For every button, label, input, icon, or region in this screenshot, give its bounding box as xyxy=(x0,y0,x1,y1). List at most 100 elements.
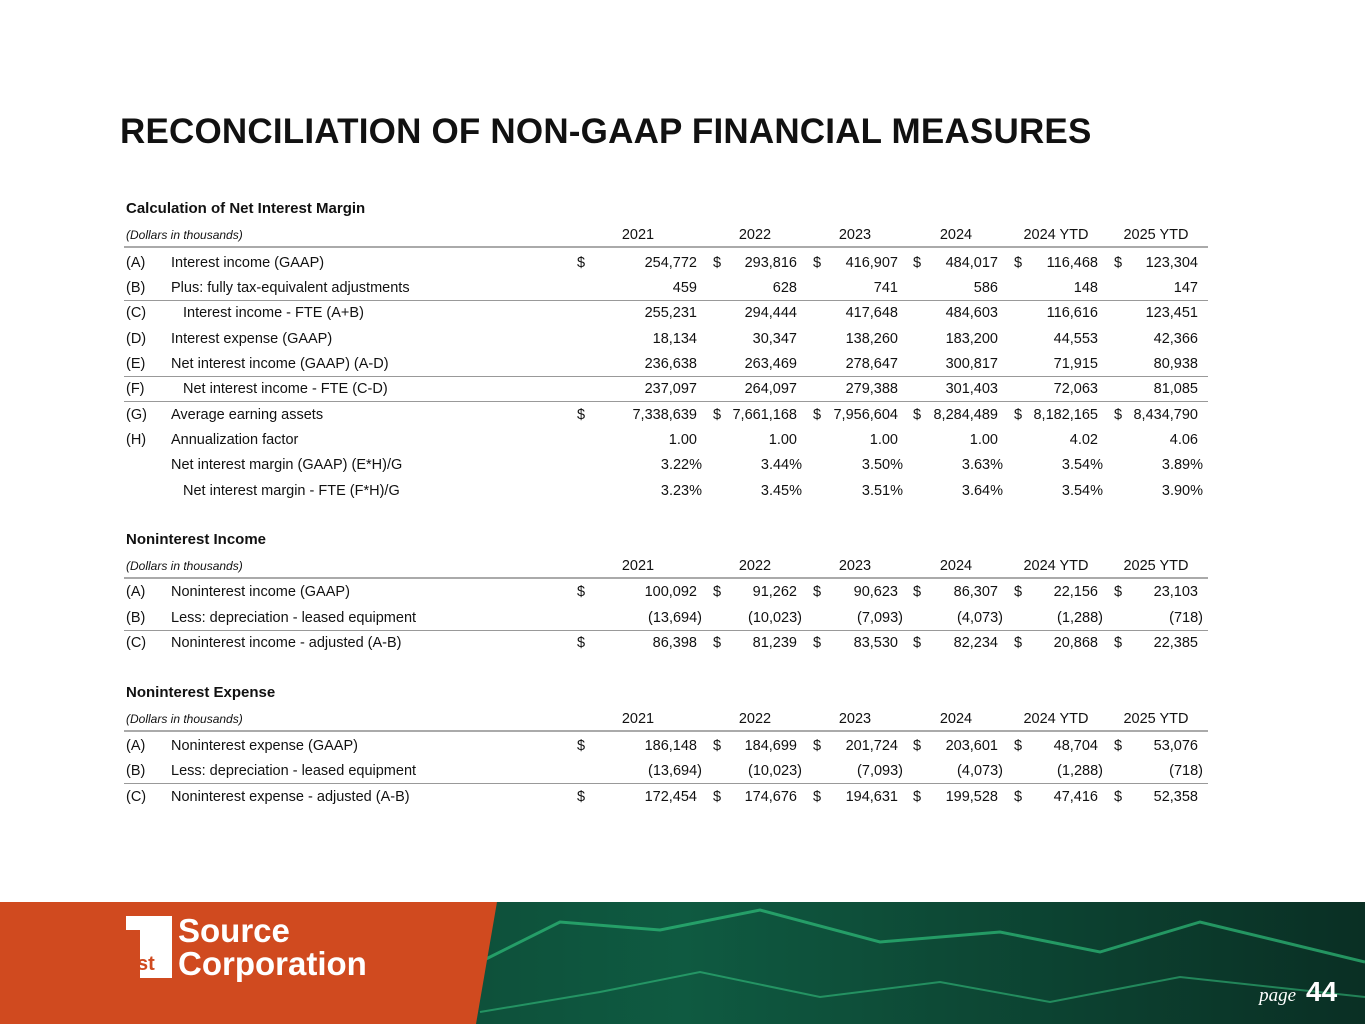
row-rule xyxy=(124,401,1208,402)
cell-value: 3.63% xyxy=(961,457,1003,473)
cell-value: 83,530 xyxy=(853,635,898,651)
cell-value: (1,288) xyxy=(1057,763,1103,779)
column-header: 2022 xyxy=(738,711,772,727)
cell-value: 3.89% xyxy=(1161,457,1203,473)
cell-value: 7,338,639 xyxy=(632,407,697,423)
cell-value: 586 xyxy=(973,280,998,296)
section-heading: Noninterest Expense xyxy=(126,684,276,701)
row-label: Net interest income (GAAP) (A-D) xyxy=(171,356,389,372)
cell-value: (4,073) xyxy=(957,610,1003,626)
row-label: Noninterest income - adjusted (A-B) xyxy=(171,635,402,651)
cell-value: (10,023) xyxy=(747,763,802,779)
cell-value: 147 xyxy=(1173,280,1198,296)
column-header: 2025 YTD xyxy=(1123,711,1189,727)
cell-value: 81,239 xyxy=(752,635,797,651)
units-note: (Dollars in thousands) xyxy=(126,712,243,726)
cell-value: 1.00 xyxy=(869,432,898,448)
cell-value: 20,868 xyxy=(1053,635,1098,651)
currency-sign: $ xyxy=(1114,584,1123,600)
cell-value: 23,103 xyxy=(1153,584,1198,600)
row-label: Net interest margin (GAAP) (E*H)/G xyxy=(171,457,403,473)
currency-sign: $ xyxy=(1114,635,1123,651)
cell-value: 30,347 xyxy=(752,331,797,347)
cell-value: 1.00 xyxy=(969,432,998,448)
column-header: 2023 xyxy=(838,227,872,243)
cell-value: 237,097 xyxy=(644,381,697,397)
row-code: (B) xyxy=(126,610,146,626)
logo-line2: Corporation xyxy=(178,945,367,982)
currency-sign: $ xyxy=(1014,738,1023,754)
column-header: 2022 xyxy=(738,227,772,243)
decor-line xyxy=(479,970,1365,1013)
cell-value: 18,134 xyxy=(652,331,697,347)
cell-value: 3.90% xyxy=(1161,483,1203,499)
currency-sign: $ xyxy=(577,789,586,805)
cell-value: 53,076 xyxy=(1153,738,1198,754)
column-header: 2023 xyxy=(838,711,872,727)
currency-sign: $ xyxy=(577,635,586,651)
cell-value: 7,661,168 xyxy=(732,407,797,423)
column-header: 2021 xyxy=(621,558,655,574)
cell-value: 86,398 xyxy=(652,635,697,651)
cell-value: (718) xyxy=(1169,610,1203,626)
currency-sign: $ xyxy=(813,635,822,651)
currency-sign: $ xyxy=(1014,584,1023,600)
footer-orange xyxy=(0,902,497,1024)
currency-sign: $ xyxy=(577,255,586,271)
cell-value: 22,385 xyxy=(1153,635,1198,651)
currency-sign: $ xyxy=(577,407,586,423)
row-code: (A) xyxy=(126,584,146,600)
cell-value: 3.54% xyxy=(1061,457,1103,473)
cell-value: 263,469 xyxy=(744,356,797,372)
logo-badge: st xyxy=(137,953,155,975)
cell-value: 3.64% xyxy=(961,483,1003,499)
currency-sign: $ xyxy=(813,584,822,600)
page-number: 44 xyxy=(1306,976,1338,1007)
cell-value: 278,647 xyxy=(845,356,898,372)
row-code: (B) xyxy=(126,763,146,779)
column-header: 2024 YTD xyxy=(1023,558,1089,574)
cell-value: 172,454 xyxy=(644,789,697,805)
cell-value: 741 xyxy=(873,280,898,296)
cell-value: 123,451 xyxy=(1145,305,1198,321)
cell-value: 42,366 xyxy=(1153,331,1198,347)
row-label: Interest income - FTE (A+B) xyxy=(183,305,364,321)
cell-value: 90,623 xyxy=(853,584,898,600)
row-code: (A) xyxy=(126,255,146,271)
cell-value: 628 xyxy=(772,280,797,296)
currency-sign: $ xyxy=(1014,635,1023,651)
cell-value: 4.02 xyxy=(1069,432,1098,448)
cell-value: 203,601 xyxy=(945,738,998,754)
cell-value: (1,288) xyxy=(1057,610,1103,626)
currency-sign: $ xyxy=(713,584,722,600)
cell-value: 184,699 xyxy=(744,738,797,754)
cell-value: (13,694) xyxy=(647,763,702,779)
cell-value: 47,416 xyxy=(1053,789,1098,805)
cell-value: 7,956,604 xyxy=(833,407,898,423)
cell-value: 71,915 xyxy=(1053,356,1098,372)
header-rule xyxy=(124,730,1208,732)
currency-sign: $ xyxy=(813,738,822,754)
currency-sign: $ xyxy=(1114,789,1123,805)
header-rule xyxy=(124,246,1208,248)
cell-value: 81,085 xyxy=(1153,381,1198,397)
cell-value: (7,093) xyxy=(857,763,903,779)
row-code: (B) xyxy=(126,280,146,296)
currency-sign: $ xyxy=(1114,407,1123,423)
cell-value: 138,260 xyxy=(845,331,898,347)
column-header: 2024 xyxy=(939,711,973,727)
cell-value: 3.54% xyxy=(1061,483,1103,499)
cell-value: 80,938 xyxy=(1153,356,1198,372)
row-rule xyxy=(124,300,1208,301)
row-label: Plus: fully tax-equivalent adjustments xyxy=(171,280,410,296)
row-rule xyxy=(124,783,1208,784)
cell-value: 8,182,165 xyxy=(1033,407,1098,423)
row-code: (G) xyxy=(126,407,147,423)
row-label: Less: depreciation - leased equipment xyxy=(171,610,417,626)
row-label: Net interest margin - FTE (F*H)/G xyxy=(183,483,400,499)
cell-value: (10,023) xyxy=(747,610,802,626)
row-label: Less: depreciation - leased equipment xyxy=(171,763,417,779)
slide-title: RECONCILIATION OF NON-GAAP FINANCIAL MEA… xyxy=(120,112,1092,151)
row-code: (E) xyxy=(126,356,146,372)
